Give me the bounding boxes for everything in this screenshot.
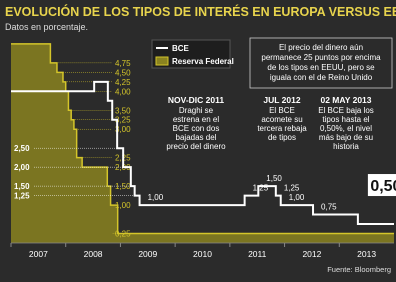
annotation-title: JUL 2012 (263, 95, 300, 105)
annotation-text: bajadas del (176, 133, 217, 142)
annotation-text: de tipos (268, 133, 296, 142)
annotation-text: Draghi se (179, 106, 214, 115)
fed-value-label: 3,50 (115, 106, 131, 115)
x-tick-label: 2011 (248, 249, 267, 259)
chart-title: EVOLUCIÓN DE LOS TIPOS DE INTERÉS EN EUR… (5, 4, 396, 19)
legend-swatch (155, 56, 169, 66)
bce-value-label: 2,50 (14, 144, 30, 153)
source: Fuente: Bloomberg (327, 265, 391, 274)
fed-value-label: 4,25 (115, 78, 131, 87)
annotation-text: tercera rebaja (257, 124, 307, 133)
fed-value-label: 3,25 (115, 116, 131, 125)
bce-value-label: 0,50 (370, 178, 396, 195)
bce-value-label: 1,50 (266, 174, 282, 183)
x-tick-label: 2012 (302, 249, 321, 259)
note-text: iguala con el de Reino Unido (270, 73, 373, 82)
fed-value-label: 3,00 (115, 125, 131, 134)
legend-label: BCE (172, 44, 190, 53)
note-box (249, 37, 393, 89)
annotation-text: precio del dinero (166, 142, 226, 151)
annotation-text: tipos hasta el (322, 115, 369, 124)
annotation-text: BCE con dos (173, 124, 220, 133)
x-tick-label: 2009 (138, 249, 157, 259)
annotation-title: NOV-DIC 2011 (168, 95, 224, 105)
chart-subtitle: Datos en porcentaje. (5, 22, 88, 32)
annotation-text: El BCE baja los (318, 106, 374, 115)
annotation-text: historia (333, 142, 359, 151)
bce-value-label: 0,75 (321, 203, 337, 212)
x-tick-label: 2010 (193, 249, 212, 259)
bce-value-label: 1,25 (253, 184, 269, 193)
annotation-title: 02 MAY 2013 (320, 95, 371, 105)
highlight-box (367, 174, 396, 197)
bce-value-label: 1,50 (14, 182, 30, 191)
legend-label: Reserva Federal (172, 57, 234, 66)
bce-value-label: 2,00 (14, 163, 30, 172)
bce-value-label: 1,00 (289, 193, 305, 202)
annotation-text: más bajo de su (319, 133, 373, 142)
fed-value-label: 4,00 (115, 87, 131, 96)
fed-value-label: 1,50 (115, 182, 131, 191)
note-text: permanece 25 puntos por encima (261, 53, 381, 62)
bce-value-label: 1,25 (14, 192, 30, 201)
note-text: de los tipos en EEUU, pero se (267, 63, 375, 72)
x-tick-label: 2008 (84, 249, 103, 259)
annotation-text: El BCE (269, 106, 295, 115)
x-tick-label: 2013 (357, 249, 376, 259)
bce-value-label: 1,00 (148, 193, 164, 202)
fed-value-label: 4,50 (115, 68, 131, 77)
fed-area (11, 43, 394, 243)
bce-line (11, 80, 394, 226)
bce-value-label: 1,25 (284, 184, 300, 193)
annotation-text: 0,50%, el nivel (320, 124, 372, 133)
note-text: El precio del dinero aún (279, 43, 363, 52)
annotation-text: estrena en el (173, 115, 219, 124)
fed-value-label: 1,00 (115, 201, 131, 210)
legend: BCE Reserva Federal (151, 39, 234, 69)
x-tick-label: 2007 (29, 249, 48, 259)
fed-value-label: 4,75 (115, 59, 131, 68)
annotation-text: acomete su (261, 115, 302, 124)
fed-value-label: 0,25 (115, 230, 131, 239)
